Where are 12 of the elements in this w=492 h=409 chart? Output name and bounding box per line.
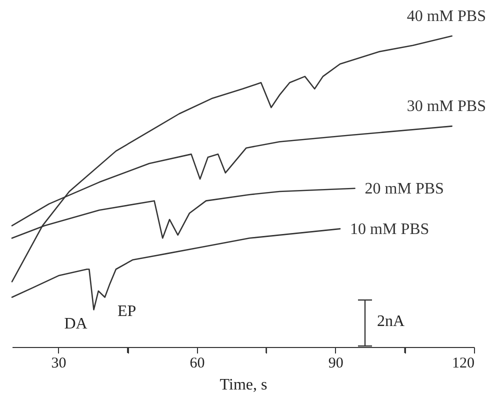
series-label: 10 mM PBS <box>350 220 430 238</box>
x-tick-label: 120 <box>452 356 474 372</box>
series-label: 30 mM PBS <box>406 98 486 116</box>
series-label: 40 mM PBS <box>406 8 486 25</box>
x-tick-label: 30 <box>51 356 66 372</box>
x-axis-title: Time, s <box>220 376 268 394</box>
x-tick-label: 90 <box>328 356 344 372</box>
annotation: EP <box>118 303 136 320</box>
series-label: 20 mM PBS <box>364 180 444 198</box>
annotation: 2nA <box>377 313 405 330</box>
annotation: DA <box>64 316 88 333</box>
x-tick-label: 60 <box>190 356 205 372</box>
